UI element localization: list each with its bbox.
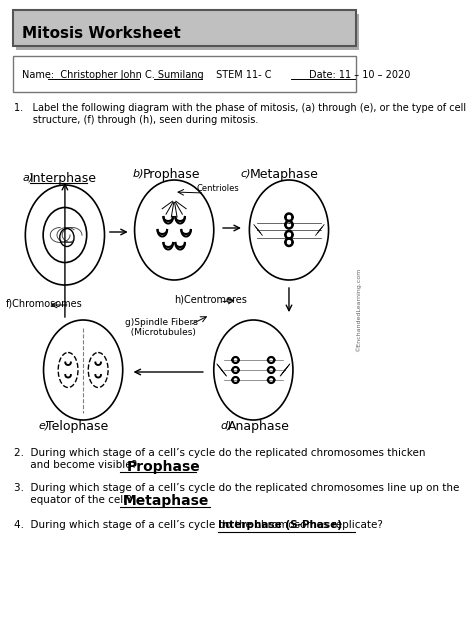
Text: Telophase: Telophase <box>46 420 108 433</box>
Text: 4.  During which stage of a cell’s cycle do the chromosomes replicate?: 4. During which stage of a cell’s cycle … <box>14 520 383 530</box>
Text: Metaphase: Metaphase <box>123 494 209 508</box>
Text: Anaphase: Anaphase <box>228 420 290 433</box>
Text: ©EnchandedLearning.com: ©EnchandedLearning.com <box>355 268 361 352</box>
Text: Name:  Christopher John C. Sumilang    STEM 11- C: Name: Christopher John C. Sumilang STEM … <box>22 70 272 80</box>
FancyBboxPatch shape <box>13 10 356 46</box>
Text: Interphase (S-Phase): Interphase (S-Phase) <box>218 520 342 530</box>
Text: g)Spindle Fibers
  (Microtubules): g)Spindle Fibers (Microtubules) <box>125 318 198 337</box>
Text: Date: 11 – 10 – 2020: Date: 11 – 10 – 2020 <box>309 70 410 80</box>
Text: Mitosis Worksheet: Mitosis Worksheet <box>22 25 181 40</box>
Text: 1.   Label the following diagram with the phase of mitosis, (a) through (e), or : 1. Label the following diagram with the … <box>14 103 466 125</box>
Text: 2.  During which stage of a cell’s cycle do the replicated chromosomes thicken
 : 2. During which stage of a cell’s cycle … <box>14 448 426 470</box>
Text: Prophase: Prophase <box>143 168 200 181</box>
Text: 3.  During which stage of a cell’s cycle do the replicated chromosomes line up o: 3. During which stage of a cell’s cycle … <box>14 483 460 504</box>
Text: f)Chromosomes: f)Chromosomes <box>6 298 83 308</box>
Text: Interphase: Interphase <box>30 172 97 185</box>
Text: Centrioles: Centrioles <box>196 184 239 193</box>
Text: Prophase: Prophase <box>127 460 201 474</box>
Text: b): b) <box>133 168 145 178</box>
Text: a): a) <box>22 172 34 182</box>
Text: h)Centromeres: h)Centromeres <box>174 295 247 305</box>
Text: Metaphase: Metaphase <box>250 168 319 181</box>
Text: d): d) <box>220 420 232 430</box>
Text: c): c) <box>241 168 251 178</box>
FancyBboxPatch shape <box>13 56 356 92</box>
Text: e): e) <box>38 420 49 430</box>
FancyBboxPatch shape <box>16 14 359 50</box>
